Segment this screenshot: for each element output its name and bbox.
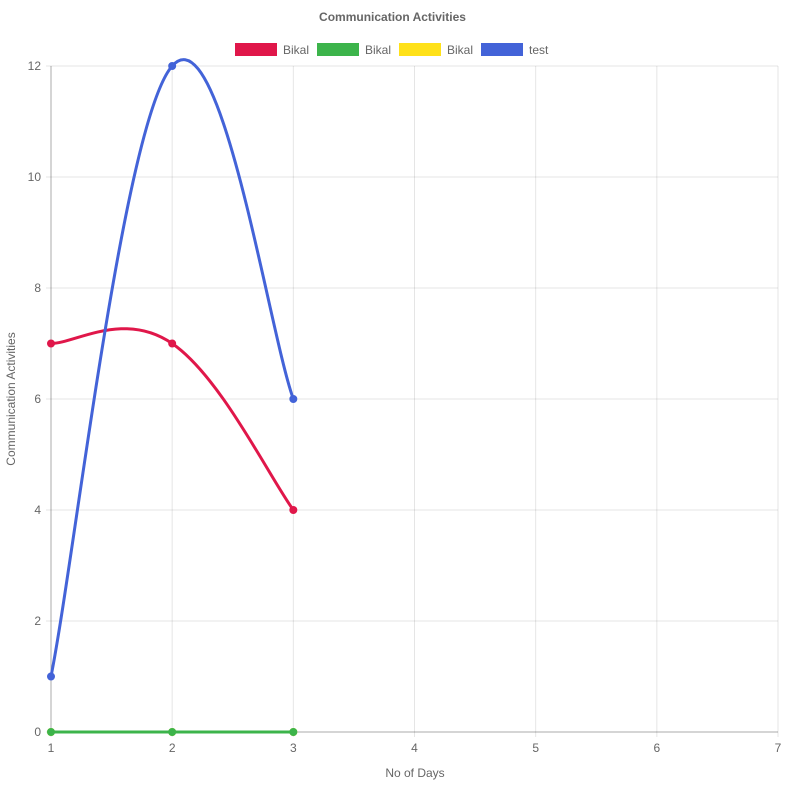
data-point[interactable] xyxy=(289,728,298,736)
y-tick-label: 2 xyxy=(34,614,41,628)
data-point[interactable] xyxy=(47,672,55,681)
data-point[interactable] xyxy=(168,728,177,736)
y-tick-label: 6 xyxy=(34,392,41,406)
series-lines xyxy=(47,58,298,736)
data-point[interactable] xyxy=(47,339,55,348)
legend-swatch xyxy=(399,43,441,56)
legend-item[interactable]: Bikal xyxy=(235,43,309,57)
legend-item[interactable]: Bikal xyxy=(317,43,391,57)
series-line xyxy=(49,58,295,678)
y-tick-label: 0 xyxy=(34,725,41,739)
legend-label: Bikal xyxy=(365,43,391,57)
chart-title: Communication Activities xyxy=(319,10,466,24)
x-tick-label: 4 xyxy=(411,741,418,755)
x-tick-label: 3 xyxy=(290,741,297,755)
legend-item[interactable]: test xyxy=(481,43,549,57)
x-tick-label: 1 xyxy=(48,741,55,755)
series-3 xyxy=(47,58,298,681)
y-axis-title: Communication Activities xyxy=(4,332,18,465)
legend-swatch xyxy=(481,43,523,56)
x-axis-title: No of Days xyxy=(385,766,444,780)
series-1 xyxy=(47,728,298,736)
data-point[interactable] xyxy=(289,395,298,403)
grid-lines xyxy=(46,65,779,737)
y-tick-label: 8 xyxy=(34,281,41,295)
series-line xyxy=(49,327,295,512)
x-tick-label: 5 xyxy=(532,741,539,755)
y-tick-label: 12 xyxy=(28,59,42,73)
legend-swatch xyxy=(317,43,359,56)
y-tick-label: 10 xyxy=(28,170,42,184)
legend: Bikal Bikal Bikal test xyxy=(235,43,549,57)
series-0 xyxy=(47,327,298,514)
legend-label: Bikal xyxy=(283,43,309,57)
legend-swatch xyxy=(235,43,277,56)
x-tick-label: 2 xyxy=(169,741,176,755)
x-tick-label: 7 xyxy=(775,741,782,755)
data-point[interactable] xyxy=(47,728,55,736)
legend-label: Bikal xyxy=(447,43,473,57)
legend-label: test xyxy=(529,43,549,57)
legend-item[interactable]: Bikal xyxy=(399,43,473,57)
data-point[interactable] xyxy=(168,62,177,70)
data-point[interactable] xyxy=(289,506,298,514)
x-tick-label: 6 xyxy=(653,741,660,755)
data-point[interactable] xyxy=(168,339,177,348)
y-tick-label: 4 xyxy=(34,503,41,517)
